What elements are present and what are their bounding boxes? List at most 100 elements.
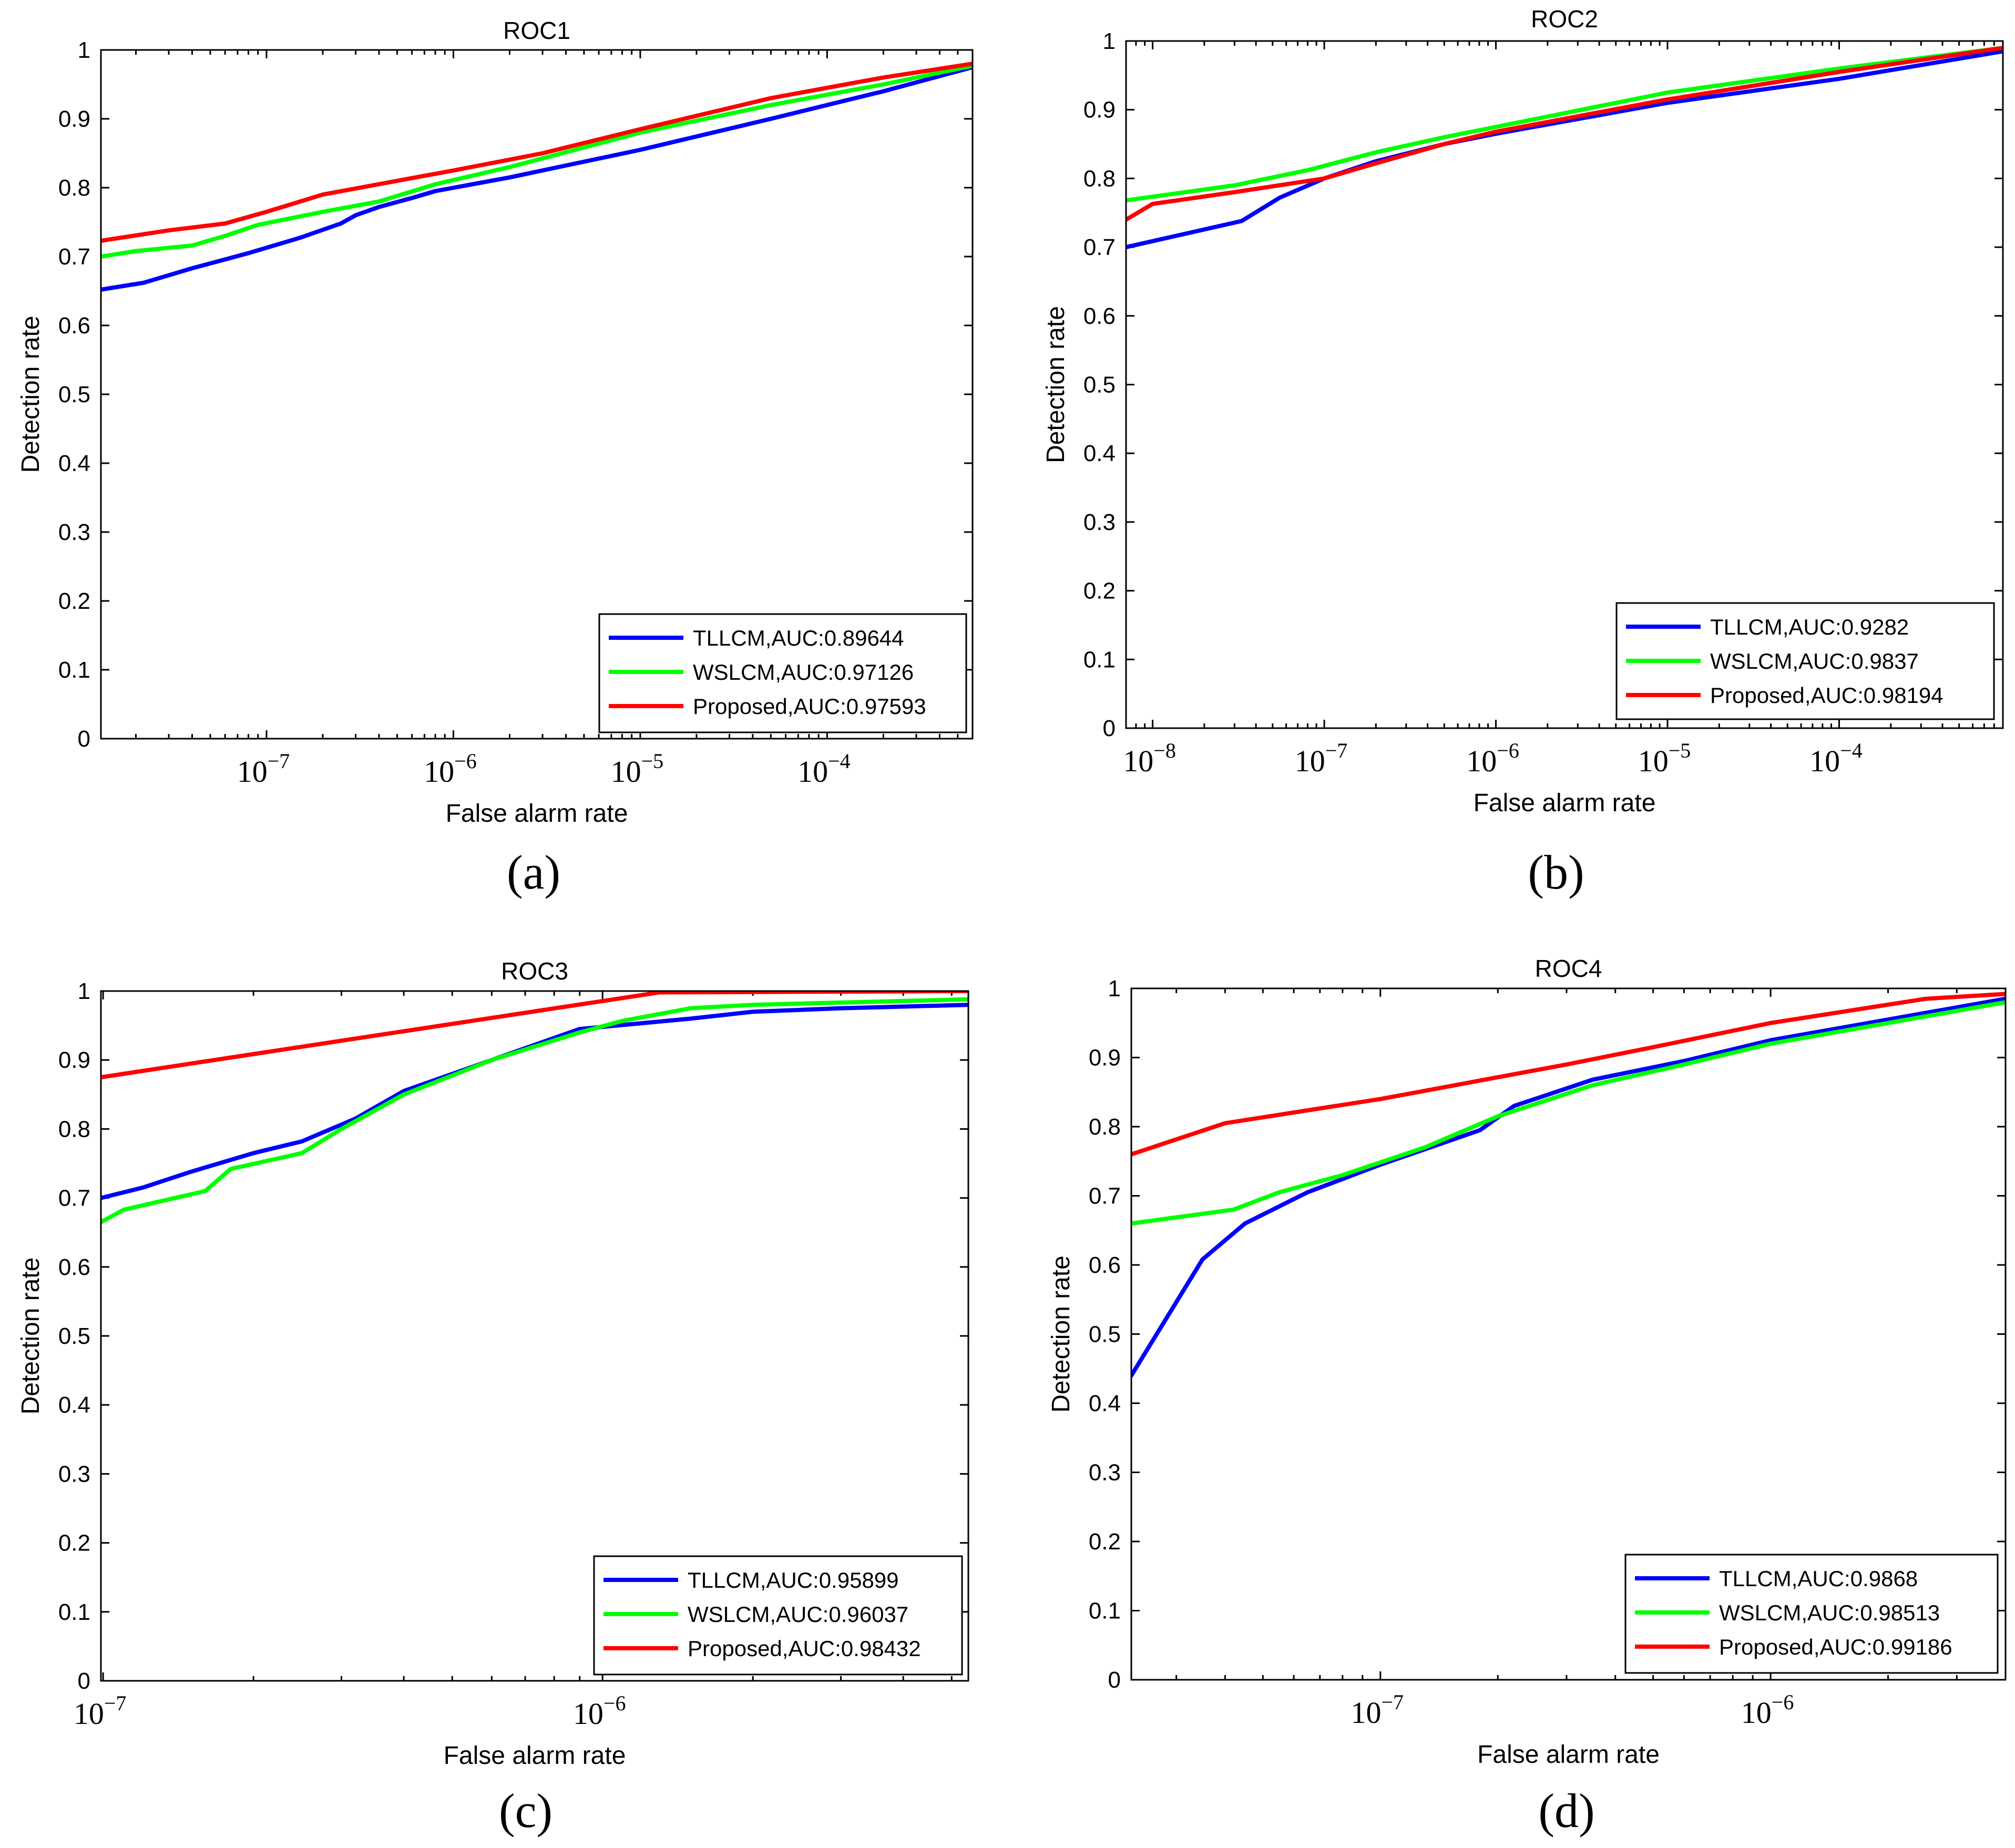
x-tick-base: 10 bbox=[611, 754, 641, 789]
y-axis-label: Detection rate bbox=[1047, 1255, 1075, 1413]
y-tick-label: 0.9 bbox=[58, 106, 90, 132]
panel-caption: (b) bbox=[1528, 845, 1584, 899]
series-line-proposed bbox=[1126, 46, 2003, 222]
y-axis-label: Detection rate bbox=[17, 316, 45, 473]
legend: TLLCM,AUC:0.89644 WSLCM,AUC:0.97126 Propos… bbox=[598, 613, 967, 733]
x-tick-exponent: −6 bbox=[454, 749, 477, 773]
series-line-wslcm bbox=[101, 64, 973, 259]
legend-entry-label: WSLCM,AUC:0.96037 bbox=[688, 1602, 908, 1627]
y-tick-label: 0.1 bbox=[1083, 647, 1116, 672]
x-tick-label: 10−4 bbox=[1809, 739, 1863, 778]
x-axis-label: False alarm rate bbox=[444, 1742, 626, 1770]
y-tick-label: 0.6 bbox=[58, 313, 90, 339]
x-tick-label: 10−6 bbox=[1741, 1690, 1794, 1730]
y-tick-label: 0.3 bbox=[1083, 509, 1116, 535]
x-axis-label: False alarm rate bbox=[1477, 1741, 1660, 1769]
x-tick-label: 10−5 bbox=[1638, 739, 1691, 778]
y-tick-label: 0.5 bbox=[58, 382, 90, 407]
legend-entry-label: TLLCM,AUC:0.9282 bbox=[1710, 615, 1909, 639]
x-tick-base: 10 bbox=[573, 1697, 604, 1731]
y-tick-label: 0.3 bbox=[58, 1461, 90, 1487]
y-tick-label: 0.4 bbox=[58, 451, 90, 476]
x-tick-base: 10 bbox=[237, 754, 268, 789]
chart-title: ROC3 bbox=[501, 957, 568, 985]
chart-title: ROC1 bbox=[503, 17, 570, 44]
y-tick-label: 0.8 bbox=[58, 1116, 90, 1142]
series-line-wslcm bbox=[101, 997, 968, 1224]
series-line-tllcm bbox=[1126, 49, 2003, 250]
y-tick-label: 0.8 bbox=[1089, 1114, 1121, 1140]
y-tick-label: 0.1 bbox=[1089, 1598, 1121, 1624]
y-tick-label: 0.3 bbox=[58, 519, 90, 545]
y-tick-label: 0.2 bbox=[58, 588, 90, 614]
y-tick-label: 0.5 bbox=[58, 1323, 90, 1349]
x-tick-label: 10−6 bbox=[424, 749, 477, 789]
y-tick-label: 0.1 bbox=[58, 1599, 90, 1625]
x-tick-base: 10 bbox=[74, 1697, 104, 1731]
plot-frame bbox=[100, 49, 974, 740]
plot-frame bbox=[100, 990, 969, 1682]
y-tick-label: 0.6 bbox=[1089, 1252, 1121, 1278]
y-tick-label: 1 bbox=[78, 37, 90, 63]
y-tick-label: 0.2 bbox=[1089, 1529, 1121, 1555]
legend-entry-label: TLLCM,AUC:0.9868 bbox=[1719, 1566, 1918, 1591]
legend-entry-label: WSLCM,AUC:0.9837 bbox=[1710, 649, 1919, 673]
legend-entry-label: Proposed,AUC:0.98194 bbox=[1710, 683, 1944, 708]
plot-frame bbox=[1130, 987, 2007, 1681]
chart-title: ROC2 bbox=[1531, 5, 1598, 33]
legend-entry-label: WSLCM,AUC:0.98513 bbox=[1719, 1600, 1940, 1625]
y-tick-label: 0.6 bbox=[1083, 303, 1116, 329]
y-tick-label: 0.7 bbox=[1083, 234, 1116, 260]
series-lines bbox=[101, 991, 968, 1224]
legend-entry-label: TLLCM,AUC:0.89644 bbox=[693, 626, 904, 650]
chart-title: ROC4 bbox=[1535, 955, 1602, 982]
legend-entry-label: TLLCM,AUC:0.95899 bbox=[688, 1568, 899, 1592]
y-tick-label: 0.8 bbox=[58, 175, 90, 201]
x-tick-base: 10 bbox=[1351, 1696, 1382, 1730]
x-tick-exponent: −6 bbox=[1772, 1690, 1794, 1714]
x-tick-exponent: −5 bbox=[1669, 739, 1691, 762]
x-tick-base: 10 bbox=[1295, 744, 1325, 778]
series-line-tllcm bbox=[1131, 996, 2006, 1378]
x-tick-base: 10 bbox=[1123, 744, 1153, 778]
legend-entry-label: Proposed,AUC:0.99186 bbox=[1719, 1635, 1952, 1659]
y-tick-label: 0.3 bbox=[1089, 1460, 1121, 1486]
x-tick-label: 10−7 bbox=[237, 749, 290, 789]
y-axis-label: Detection rate bbox=[17, 1258, 45, 1415]
x-tick-base: 10 bbox=[1741, 1696, 1772, 1730]
x-axis-label: False alarm rate bbox=[446, 800, 628, 828]
y-tick-label: 0.9 bbox=[1083, 97, 1116, 123]
legend-entry-label: Proposed,AUC:0.98432 bbox=[688, 1636, 921, 1661]
x-tick-exponent: −7 bbox=[1382, 1690, 1404, 1714]
legend: TLLCM,AUC:0.95899 WSLCM,AUC:0.96037 Propos… bbox=[593, 1555, 963, 1676]
y-tick-label: 0 bbox=[1108, 1667, 1121, 1693]
legend: TLLCM,AUC:0.9282 WSLCM,AUC:0.9837 Proposed… bbox=[1615, 602, 1995, 720]
x-tick-label: 10−8 bbox=[1123, 739, 1176, 778]
y-tick-label: 0.9 bbox=[58, 1047, 90, 1073]
x-tick-exponent: −7 bbox=[268, 749, 290, 773]
y-tick-label: 0.8 bbox=[1083, 166, 1116, 191]
x-tick-label: 10−6 bbox=[573, 1691, 626, 1731]
x-tick-label: 10−7 bbox=[1295, 739, 1348, 778]
y-tick-label: 0.4 bbox=[58, 1392, 90, 1418]
x-tick-label: 10−7 bbox=[1351, 1690, 1404, 1730]
series-line-proposed bbox=[101, 62, 973, 243]
x-tick-exponent: −4 bbox=[828, 749, 851, 773]
y-tick-label: 0.4 bbox=[1083, 441, 1116, 466]
x-tick-base: 10 bbox=[797, 754, 828, 789]
legend-entry-label: Proposed,AUC:0.97593 bbox=[693, 694, 926, 719]
y-tick-label: 0 bbox=[1103, 716, 1116, 741]
y-tick-label: 0.2 bbox=[1083, 578, 1116, 604]
series-lines bbox=[1131, 992, 2006, 1378]
y-tick-label: 0.5 bbox=[1083, 372, 1116, 398]
y-tick-label: 1 bbox=[1103, 28, 1116, 54]
x-tick-base: 10 bbox=[1638, 744, 1669, 778]
y-axis-label: Detection rate bbox=[1042, 306, 1070, 463]
x-tick-exponent: −8 bbox=[1153, 739, 1176, 762]
y-tick-label: 0.6 bbox=[58, 1254, 90, 1280]
series-lines bbox=[1126, 46, 2003, 250]
